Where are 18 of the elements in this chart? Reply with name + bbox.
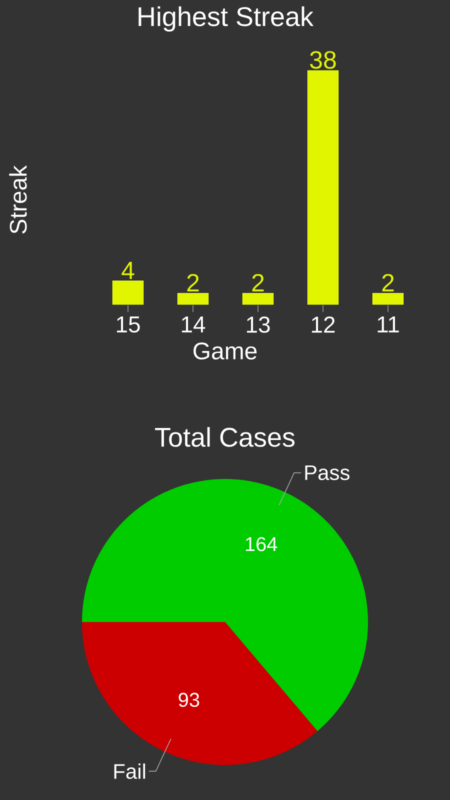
data-label: 2 <box>382 274 394 292</box>
chart-title: Highest Streak <box>138 6 314 32</box>
data-label: 93 <box>178 692 200 707</box>
slice-label: Pass <box>305 465 350 480</box>
y-axis-title: Streak <box>9 165 27 234</box>
data-label: 38 <box>310 51 336 69</box>
x-tick-label: 14 <box>182 316 206 332</box>
chart-title: Total Cases <box>155 427 295 447</box>
x-tick-label: 12 <box>312 316 335 333</box>
x-tick-label: 13 <box>246 316 270 333</box>
data-label: 2 <box>252 274 264 292</box>
data-label: 4 <box>122 262 134 280</box>
x-tick-label: 11 <box>378 316 399 332</box>
x-tick-label: 15 <box>116 316 140 333</box>
data-label: 164 <box>246 537 278 552</box>
data-label: 2 <box>187 274 199 292</box>
slice-label: Fail <box>114 764 146 779</box>
x-axis-title: Game <box>194 342 257 360</box>
